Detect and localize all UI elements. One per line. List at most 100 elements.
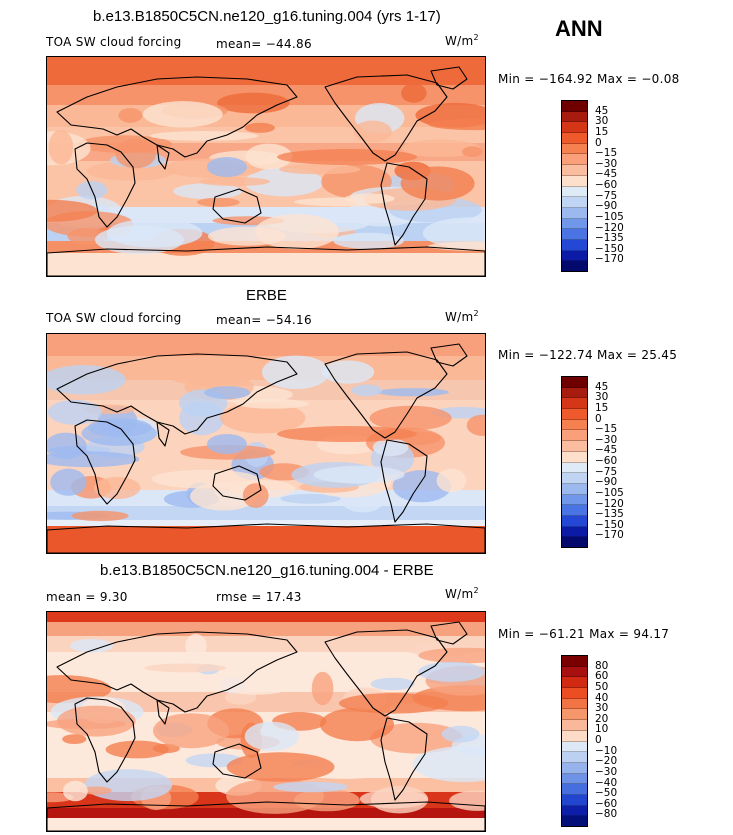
colorbar-swatch <box>562 720 587 731</box>
colorbar-swatch <box>562 709 587 721</box>
panel-2-map <box>46 333 486 554</box>
colorbar-tick-label: −45 <box>595 168 618 181</box>
panel-3-colorbar-labels: 80 60 50 40 30 20 10 0 −10 −20 −30 −40 −50 −60 −80 <box>595 655 655 825</box>
colorbar-tick-label: −105 <box>595 210 624 223</box>
panel-3-rmse: rmse = 17.43 <box>216 590 302 604</box>
colorbar-swatch <box>562 794 587 806</box>
panel-2-colorbar <box>561 376 588 548</box>
colorbar-swatch <box>562 698 587 710</box>
colorbar-swatch <box>562 666 587 678</box>
colorbar-swatch <box>562 143 587 155</box>
colorbar-tick-label: −80 <box>595 808 618 821</box>
season-label: ANN <box>555 16 603 41</box>
colorbar-swatch <box>562 229 587 240</box>
colorbar-tick-label: 40 <box>595 691 609 704</box>
colorbar-tick-label: −30 <box>595 765 618 778</box>
panel-3-title: b.e13.B1850C5CN.ne120_g16.tuning.004 - E… <box>100 562 434 579</box>
colorbar-swatch <box>562 451 587 463</box>
colorbar-tick-label: 30 <box>595 391 609 404</box>
panel-2-title: ERBE <box>246 287 287 304</box>
colorbar-tick-label: 0 <box>595 136 602 149</box>
colorbar-swatch <box>562 473 587 484</box>
colorbar-swatch <box>562 218 587 230</box>
colorbar-swatch <box>562 430 587 442</box>
colorbar-swatch <box>562 515 587 527</box>
colorbar-swatch <box>562 122 587 134</box>
panel-3-map <box>46 611 486 832</box>
colorbar-tick-label: 45 <box>595 104 609 117</box>
colorbar-tick-label: −120 <box>595 497 624 510</box>
colorbar-swatch <box>562 730 587 742</box>
colorbar-swatch <box>562 805 587 817</box>
panel-1-title: b.e13.B1850C5CN.ne120_g16.tuning.004 (yr… <box>93 8 441 25</box>
colorbar-swatch <box>562 526 587 538</box>
colorbar-swatch <box>562 387 587 399</box>
colorbar-swatch <box>562 154 587 166</box>
panel-1-colorbar-labels: 45 30 15 0 −15 −30 −45 −60 −75 −90 −105 −120 −135 −15… <box>595 100 655 270</box>
colorbar-tick-label: 20 <box>595 712 609 725</box>
colorbar-tick-label: −135 <box>595 508 624 521</box>
colorbar-swatch <box>562 165 587 176</box>
colorbar-tick-label: 10 <box>595 723 609 736</box>
colorbar-swatch <box>562 505 587 516</box>
colorbar-swatch <box>562 186 587 198</box>
panel-1-minmax: Min = −164.92 Max = −0.08 <box>498 72 680 86</box>
colorbar-tick-label: 0 <box>595 734 602 746</box>
colorbar-swatch <box>562 441 587 452</box>
colorbar-tick-label: −15 <box>595 423 618 436</box>
colorbar-swatch <box>562 133 587 144</box>
colorbar-tick-label: 30 <box>595 115 609 128</box>
colorbar-tick-label: 80 <box>595 659 609 672</box>
colorbar-tick-label: −120 <box>595 221 624 234</box>
colorbar-swatch <box>562 409 587 420</box>
colorbar-swatch <box>562 483 587 495</box>
colorbar-swatch <box>562 197 587 208</box>
colorbar-swatch <box>562 494 587 506</box>
panel-1-mean: mean= −44.86 <box>216 37 312 51</box>
colorbar-tick-label: −135 <box>595 232 624 245</box>
colorbar-swatch <box>562 677 587 689</box>
panel-1-map <box>46 56 486 277</box>
colorbar-tick-label: 50 <box>595 680 609 693</box>
colorbar-tick-label: −150 <box>595 242 624 255</box>
colorbar-tick-label: −170 <box>595 529 624 542</box>
panel-3-units: W/m2 <box>445 586 479 601</box>
colorbar-swatch <box>562 207 587 219</box>
colorbar-swatch <box>562 688 587 699</box>
panel-2-units: W/m2 <box>445 309 479 324</box>
colorbar-tick-label: −90 <box>595 476 618 489</box>
colorbar-swatch <box>562 101 587 112</box>
colorbar-tick-label: −170 <box>595 253 624 266</box>
colorbar-tick-label: 60 <box>595 670 609 683</box>
panel-1-units: W/m2 <box>445 33 479 48</box>
panel-2-mean: mean= −54.16 <box>216 313 312 327</box>
colorbar-swatch <box>562 377 587 388</box>
panel-3-mean: mean = 9.30 <box>46 590 128 604</box>
panel-1-colorbar <box>561 100 588 272</box>
colorbar-tick-label: −10 <box>595 744 618 757</box>
colorbar-swatch <box>562 773 587 785</box>
colorbar-tick-label: −60 <box>595 797 618 810</box>
colorbar-swatch <box>562 752 587 763</box>
colorbar-swatch <box>562 656 587 667</box>
colorbar-swatch <box>562 111 587 123</box>
colorbar-swatch <box>562 784 587 795</box>
colorbar-swatch <box>562 398 587 410</box>
colorbar-tick-label: −60 <box>595 179 618 191</box>
colorbar-tick-label: −105 <box>595 486 624 499</box>
colorbar-tick-label: −30 <box>595 433 618 446</box>
colorbar-tick-label: 15 <box>595 125 609 138</box>
colorbar-swatch <box>562 261 587 271</box>
colorbar-swatch <box>562 537 587 547</box>
panel-2-minmax: Min = −122.74 Max = 25.45 <box>498 348 678 362</box>
colorbar-tick-label: −20 <box>595 755 618 768</box>
colorbar-tick-label: −60 <box>595 455 618 467</box>
panel-2-variable-label: TOA SW cloud forcing <box>46 311 182 325</box>
colorbar-swatch <box>562 175 587 187</box>
colorbar-tick-label: −75 <box>595 189 618 202</box>
colorbar-swatch <box>562 419 587 431</box>
panel-3-colorbar <box>561 655 588 827</box>
colorbar-tick-label: 45 <box>595 380 609 393</box>
panel-3-minmax: Min = −61.21 Max = 94.17 <box>498 627 670 641</box>
colorbar-tick-label: −45 <box>595 444 618 457</box>
